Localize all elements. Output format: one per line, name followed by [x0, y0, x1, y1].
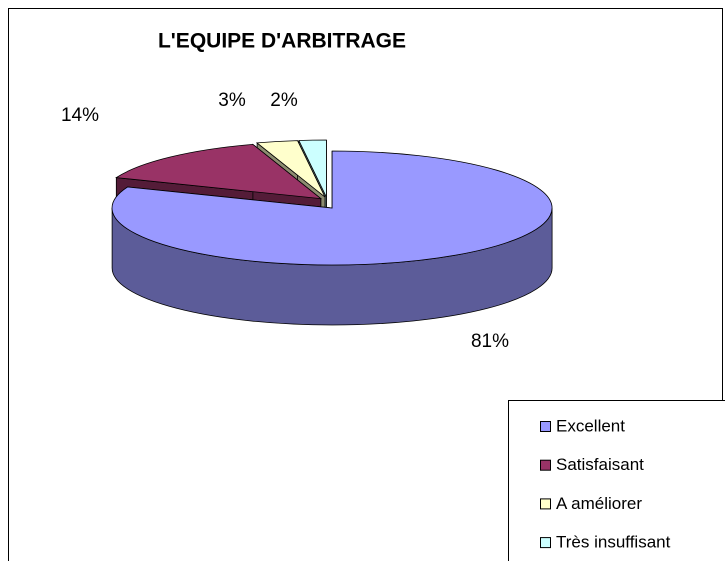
legend-swatch	[540, 421, 551, 432]
slice	[115, 143, 323, 200]
legend-label: Satisfaisant	[556, 455, 644, 474]
data-label: 2%	[270, 90, 298, 111]
legend-swatch	[540, 459, 551, 471]
chart-title: L'EQUIPE D'ARBITRAGE	[158, 30, 406, 53]
chart-frame	[8, 8, 723, 561]
legend-label: Excellent	[556, 416, 625, 435]
data-label: 14%	[61, 105, 99, 126]
legend-label: Très insuffisant	[556, 533, 671, 552]
data-label: 3%	[218, 90, 246, 111]
legend-label: A améliorer	[556, 494, 642, 513]
legend-swatch	[540, 498, 551, 510]
data-label: 81%	[471, 331, 509, 352]
slice	[256, 140, 326, 198]
slice	[298, 139, 327, 198]
legend-swatch	[540, 537, 551, 549]
slice	[111, 150, 553, 266]
